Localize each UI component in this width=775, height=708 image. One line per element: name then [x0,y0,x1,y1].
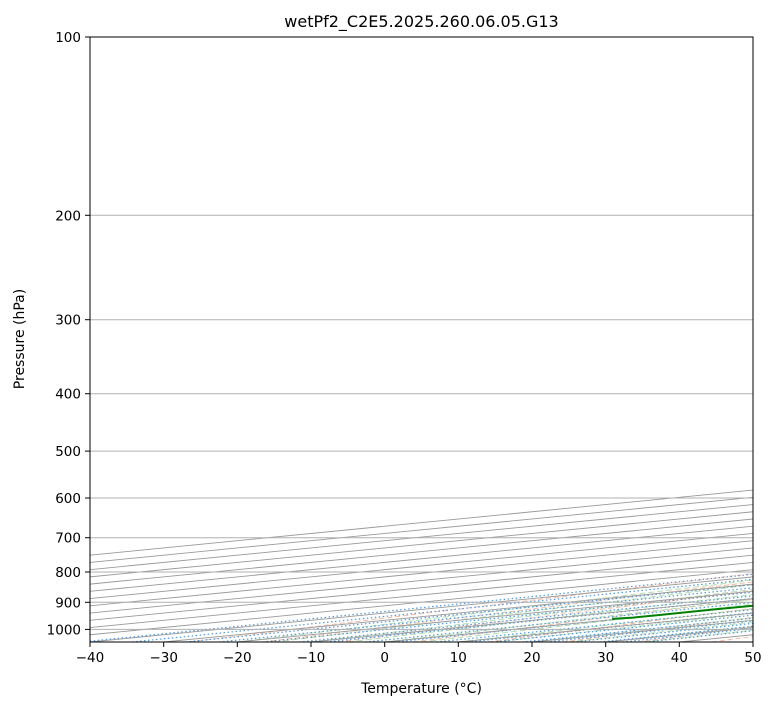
y-tick-label: 900 [55,595,81,611]
dry-adiabat-line [263,581,753,642]
x-tick-label: −10 [297,650,326,666]
dry-adiabat-line [188,572,753,642]
y-axis-ticks: 100 200 300 400 500 600 700 800 900 1000 [47,30,90,638]
isotherm-line [90,540,753,607]
x-tick-label: −30 [149,650,178,666]
x-tick-label: 10 [450,650,467,666]
x-tick-label: −40 [76,650,105,666]
mixing-ratio-line [299,595,753,642]
x-tick-label: 50 [744,650,761,666]
isotherm-line [90,489,753,556]
isotherm-line [90,518,753,585]
plot-background [90,37,753,642]
isotherm-line [90,504,753,571]
y-tick-label: 600 [55,491,81,507]
x-tick-label: 20 [523,650,540,666]
mixing-ratio-line [365,601,753,642]
y-tick-label: 500 [55,444,81,460]
x-tick-label: 30 [597,650,614,666]
y-tick-label: 800 [55,565,81,581]
chart-title: wetPf2_C2E5.2025.260.06.05.G13 [284,12,558,32]
x-tick-label: −20 [223,650,252,666]
y-tick-label: 1000 [47,622,81,638]
isotherm-line [90,533,753,600]
y-tick-label: 100 [55,30,81,46]
moist-adiabat-line [384,598,753,642]
y-tick-label: 700 [55,531,81,547]
plot-frame [89,36,754,643]
x-axis-ticks: −40 −30 −20 −10 0 10 20 30 40 50 [76,642,762,666]
isotherm-line [90,525,753,592]
y-tick-label: 200 [55,208,81,224]
mixing-ratio-line [326,597,753,642]
x-axis-label: Temperature (°C) [360,681,482,697]
moist-adiabat-line [421,603,753,642]
x-tick-label: 40 [671,650,688,666]
isotherm-line [90,511,753,578]
x-tick-label: 0 [380,650,389,666]
mixing-ratio-line [436,609,753,642]
background-lines [90,37,753,642]
y-axis-label: Pressure (hPa) [12,289,28,389]
y-tick-label: 300 [55,313,81,329]
isotherm-line [752,641,753,642]
isotherm-line [90,496,753,563]
y-tick-label: 400 [55,387,81,403]
